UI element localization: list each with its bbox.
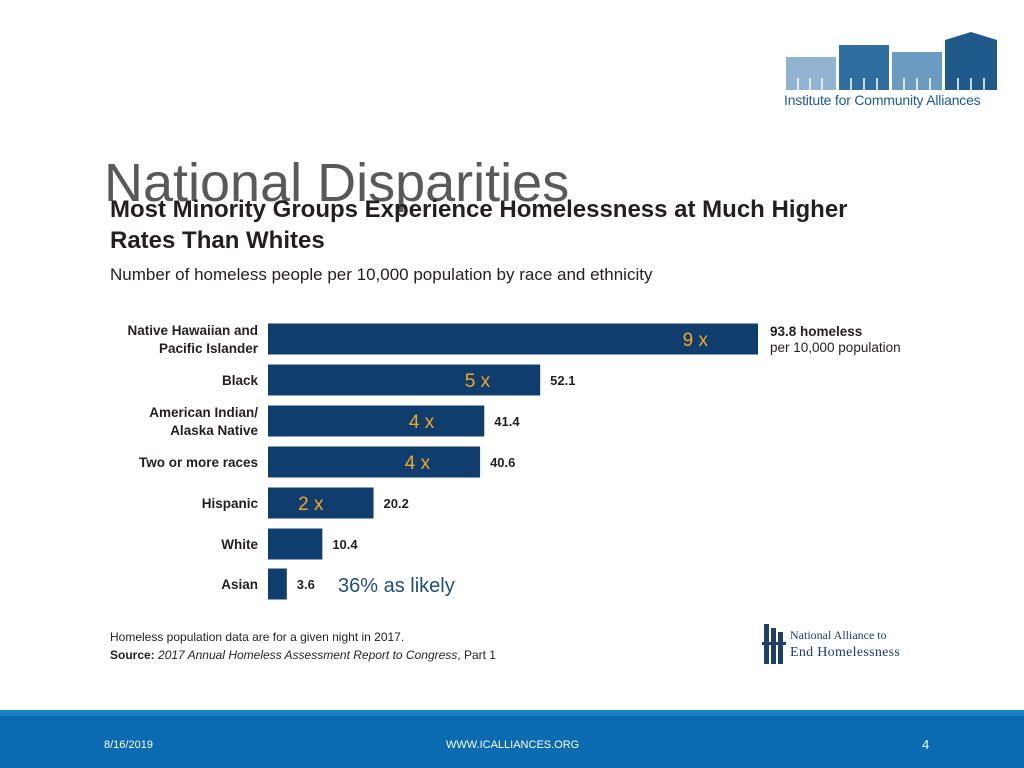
bar-5 — [268, 528, 323, 560]
chart-title: Most Minority Groups Experience Homeless… — [110, 196, 848, 254]
category-label-5-0: White — [221, 537, 258, 552]
value-label-3: 40.6 — [490, 455, 515, 470]
naeh-logo-line1: National Alliance to — [790, 628, 887, 642]
category-label-1-0: Black — [222, 373, 259, 388]
naeh-building-icon — [762, 624, 786, 664]
category-label-2-0: American Indian/ — [149, 405, 258, 420]
bar-3 — [268, 446, 481, 478]
bar-2 — [268, 405, 485, 437]
bar-6 — [268, 568, 287, 600]
source-suffix: , Part 1 — [457, 648, 496, 662]
ica-logo-text: Institute for Community Alliances — [784, 92, 981, 108]
multiplier-label-1: 5 x — [465, 371, 491, 392]
footnote-source: Source: 2017 Annual Homeless Assessment … — [110, 646, 496, 664]
category-label-2-1: Alaska Native — [170, 423, 258, 438]
bar-0 — [268, 323, 758, 355]
naeh-logo-line2: End Homelessness — [790, 645, 901, 660]
value-label-suffix: per 10,000 population — [770, 340, 901, 355]
category-label-3-0: Two or more races — [139, 455, 258, 470]
footer-bar — [0, 710, 1024, 768]
value-label-4: 20.2 — [384, 496, 409, 511]
value-label-0: 93.8 homeless — [770, 324, 862, 339]
category-label-0-0: Native Hawaiian and — [127, 323, 258, 338]
multiplier-label-2: 4 x — [409, 412, 435, 433]
value-label-6: 3.6 — [297, 577, 315, 592]
category-label-4-0: Hispanic — [202, 496, 259, 511]
ica-logo-buildings-icon — [786, 32, 997, 90]
chart-footnote: Homeless population data are for a given… — [110, 628, 496, 664]
footnote-note: Homeless population data are for a given… — [110, 630, 405, 644]
naeh-logo: National Alliance to End Homelessness — [762, 620, 934, 666]
category-label-0-1: Pacific Islander — [159, 341, 259, 356]
value-label-5: 10.4 — [332, 537, 358, 552]
asian-note: 36% as likely — [338, 575, 455, 597]
page-number: 4 — [922, 737, 930, 752]
slide-title: National Disparities — [104, 153, 570, 214]
source-label: Source: — [110, 648, 155, 662]
footer-date: 8/16/2019 — [104, 739, 153, 751]
footer-url[interactable]: WWW.ICALLIANCES.ORG — [446, 739, 580, 751]
source-title: 2017 Annual Homeless Assessment Report t… — [158, 648, 458, 662]
bar-1 — [268, 364, 541, 396]
multiplier-label-0: 9 x — [683, 330, 709, 351]
multiplier-label-3: 4 x — [405, 453, 431, 474]
footer-stripe — [0, 710, 1024, 716]
multiplier-label-4: 2 x — [298, 494, 324, 515]
value-label-2: 41.4 — [494, 414, 520, 429]
category-label-6-0: Asian — [221, 577, 258, 592]
value-label-1: 52.1 — [550, 373, 575, 388]
bar-4 — [268, 487, 374, 519]
ica-logo: Institute for Community Alliances — [784, 30, 998, 112]
chart-subtitle: Number of homeless people per 10,000 pop… — [110, 265, 653, 284]
bar-chart: Native Hawaiian and Pacific Islander 93.8 … — [127, 323, 901, 600]
